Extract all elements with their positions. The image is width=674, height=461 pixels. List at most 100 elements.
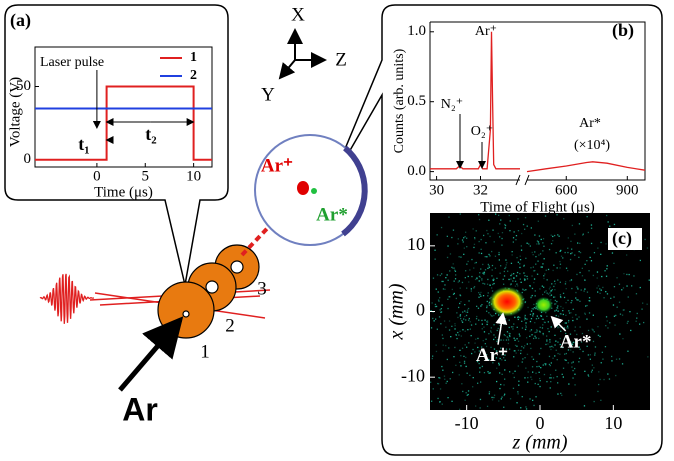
noise-dot [466, 392, 467, 393]
noise-dot [626, 285, 627, 286]
noise-dot [521, 346, 522, 347]
noise-dot [568, 237, 569, 238]
noise-dot [525, 315, 526, 316]
noise-dot [517, 285, 518, 286]
noise-dot [473, 287, 474, 288]
noise-dot [579, 251, 580, 252]
noise-dot [480, 305, 481, 306]
noise-dot [519, 273, 520, 274]
noise-dot [460, 315, 461, 316]
noise-dot [647, 304, 648, 305]
noise-dot [530, 321, 531, 322]
noise-dot [538, 338, 539, 339]
noise-dot [500, 265, 501, 266]
noise-dot [437, 274, 438, 275]
noise-dot [487, 322, 488, 323]
noise-dot [565, 302, 566, 303]
noise-dot [459, 280, 460, 281]
noise-dot [554, 281, 555, 282]
noise-dot [577, 289, 578, 290]
noise-dot [433, 278, 434, 279]
noise-dot [549, 346, 550, 347]
noise-dot [468, 300, 469, 301]
noise-dot [558, 311, 559, 312]
noise-dot [518, 381, 519, 382]
noise-dot [579, 301, 580, 302]
noise-dot [524, 317, 525, 318]
noise-dot [555, 341, 556, 342]
noise-dot [571, 302, 572, 303]
noise-dot [458, 238, 459, 239]
noise-dot [467, 373, 468, 374]
noise-dot [470, 329, 471, 330]
noise-dot [516, 257, 517, 258]
noise-dot [451, 267, 452, 268]
noise-dot [569, 280, 570, 281]
noise-dot [543, 275, 544, 276]
noise-dot [516, 338, 517, 339]
noise-dot [612, 252, 613, 253]
noise-dot [557, 393, 558, 394]
noise-dot [455, 325, 456, 326]
noise-dot [521, 250, 522, 251]
noise-dot [485, 256, 486, 257]
noise-dot [539, 235, 540, 236]
noise-dot [551, 235, 552, 236]
noise-dot [542, 324, 543, 325]
noise-dot [500, 384, 501, 385]
noise-dot [582, 275, 583, 276]
noise-dot [647, 356, 648, 357]
noise-dot [568, 320, 569, 321]
noise-dot [493, 278, 494, 279]
noise-dot [585, 314, 586, 315]
noise-dot [551, 243, 552, 244]
noise-dot [475, 324, 476, 325]
noise-dot [562, 308, 563, 309]
noise-dot [559, 236, 560, 237]
y-tick-label: 1.0 [407, 23, 426, 39]
noise-dot [593, 367, 594, 368]
noise-dot [464, 361, 465, 362]
noise-dot [522, 327, 523, 328]
noise-dot [453, 230, 454, 231]
noise-dot [516, 346, 517, 347]
noise-dot [509, 349, 510, 350]
noise-dot [637, 313, 638, 314]
noise-dot [498, 400, 499, 401]
noise-dot [518, 393, 519, 394]
peak [489, 287, 525, 317]
noise-dot [450, 336, 451, 337]
noise-dot [589, 297, 590, 298]
noise-dot [527, 226, 528, 227]
noise-dot [627, 321, 628, 322]
noise-dot [522, 292, 523, 293]
noise-dot [556, 315, 557, 316]
noise-dot [567, 248, 568, 249]
noise-dot [623, 287, 624, 288]
noise-dot [473, 228, 474, 229]
noise-dot [465, 344, 466, 345]
noise-dot [496, 368, 497, 369]
noise-dot [472, 386, 473, 387]
noise-dot [584, 288, 585, 289]
noise-dot [520, 256, 521, 257]
noise-dot [515, 345, 516, 346]
noise-dot [493, 280, 494, 281]
noise-dot [480, 292, 481, 293]
noise-dot [452, 289, 453, 290]
noise-dot [536, 366, 537, 367]
noise-dot [543, 287, 544, 288]
noise-dot [467, 329, 468, 330]
noise-dot [490, 285, 491, 286]
noise-dot [484, 372, 485, 373]
noise-dot [513, 356, 514, 357]
noise-dot [520, 259, 521, 260]
noise-dot [540, 380, 541, 381]
noise-dot [553, 347, 554, 348]
noise-dot [465, 319, 466, 320]
noise-dot [557, 382, 558, 383]
noise-dot [489, 236, 490, 237]
noise-dot [597, 391, 598, 392]
noise-dot [474, 286, 475, 287]
noise-dot [527, 377, 528, 378]
